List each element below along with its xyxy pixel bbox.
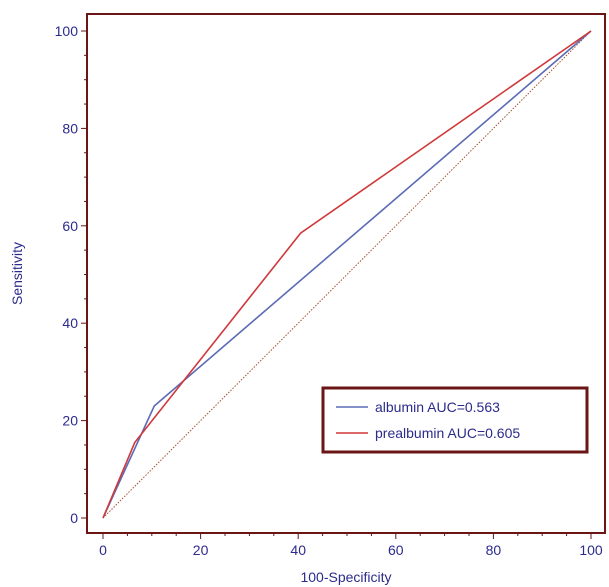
x-tick-label: 40 xyxy=(290,542,306,558)
legend: albumin AUC=0.563 prealbumin AUC=0.605 xyxy=(321,386,589,454)
y-tick-label: 60 xyxy=(62,218,78,234)
legend-box xyxy=(321,386,589,454)
x-tick-label: 80 xyxy=(486,542,502,558)
y-tick-label: 20 xyxy=(62,413,78,429)
reference-diagonal-line xyxy=(102,30,592,519)
y-tick-label: 40 xyxy=(62,315,78,331)
legend-entry-albumin: albumin AUC=0.563 xyxy=(375,399,500,415)
y-tick-label: 0 xyxy=(70,510,78,526)
y-tick-label: 100 xyxy=(55,23,79,39)
x-tick-label: 0 xyxy=(99,542,107,558)
y-axis-label: Sensitivity xyxy=(9,242,25,305)
x-tick-label: 60 xyxy=(388,542,404,558)
plot-frame xyxy=(86,13,606,534)
x-tick-label: 100 xyxy=(579,542,603,558)
x-axis-label: 100-Specificity xyxy=(300,569,391,585)
x-tick-label: 20 xyxy=(193,542,209,558)
legend-entry-prealbumin: prealbumin AUC=0.605 xyxy=(375,425,520,441)
series-line-prealbumin xyxy=(102,30,592,519)
series-line-albumin xyxy=(102,30,592,519)
series-layer xyxy=(102,30,592,519)
y-tick-label: 80 xyxy=(62,120,78,136)
y-axis-ticks: 0 20 40 60 80 100 xyxy=(55,23,87,526)
x-axis-ticks: 0 20 40 60 80 100 xyxy=(99,533,603,558)
